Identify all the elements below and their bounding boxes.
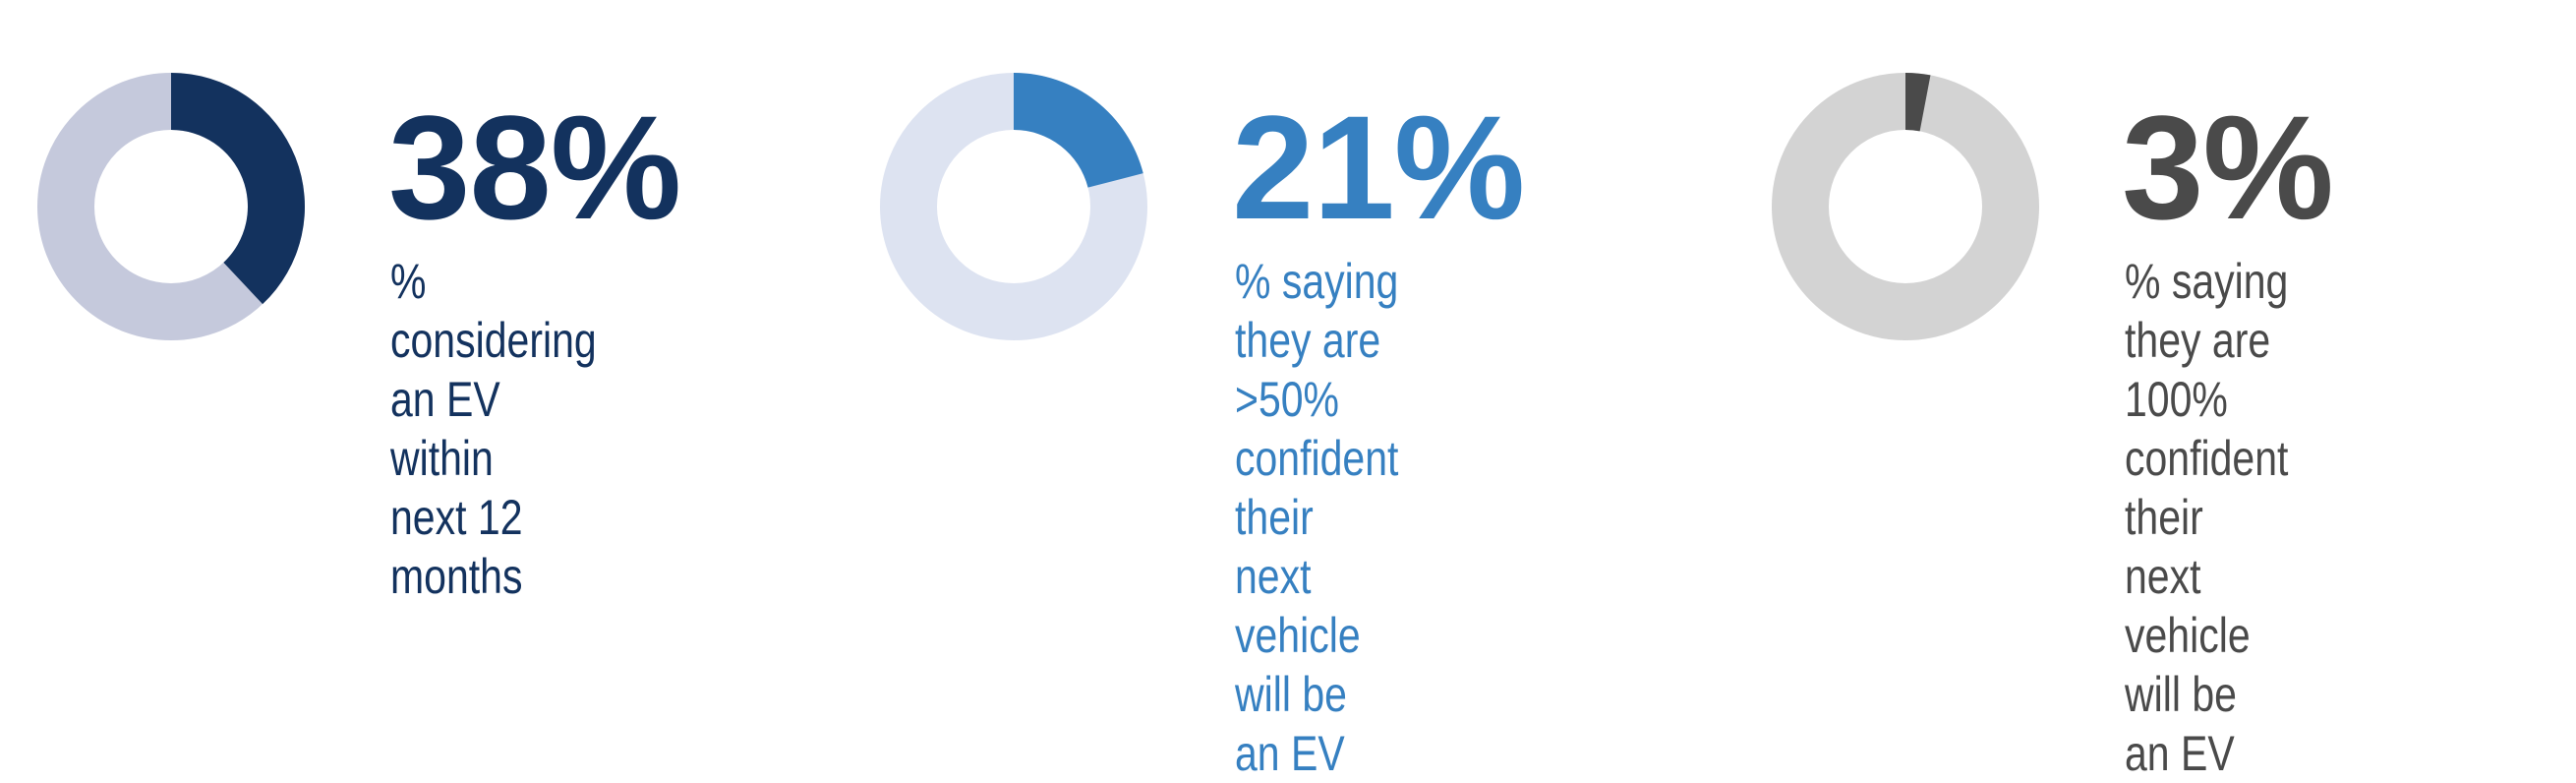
donut-slice-1 <box>171 73 305 305</box>
donut-svg-1 <box>37 73 305 340</box>
donut-chart-3 <box>1770 71 2041 342</box>
donut-slice-3 <box>1905 73 1931 132</box>
donut-chart-2 <box>878 71 1149 342</box>
stat-value-3: 3% <box>2122 85 2334 250</box>
stat-caption-2: % saying they are >50% confident their n… <box>1235 254 1399 781</box>
donut-chart-1 <box>35 71 307 342</box>
stat-value-1: 38% <box>388 85 681 250</box>
donut-slice-2 <box>1014 73 1143 188</box>
stat-caption-3: % saying they are 100% confident their n… <box>2125 254 2289 781</box>
donut-track-3 <box>1772 73 2039 340</box>
stat-caption-1: % considering an EV within next 12 month… <box>390 254 597 604</box>
stat-value-2: 21% <box>1232 85 1525 250</box>
donut-svg-2 <box>880 73 1147 340</box>
donut-svg-3 <box>1772 73 2039 340</box>
